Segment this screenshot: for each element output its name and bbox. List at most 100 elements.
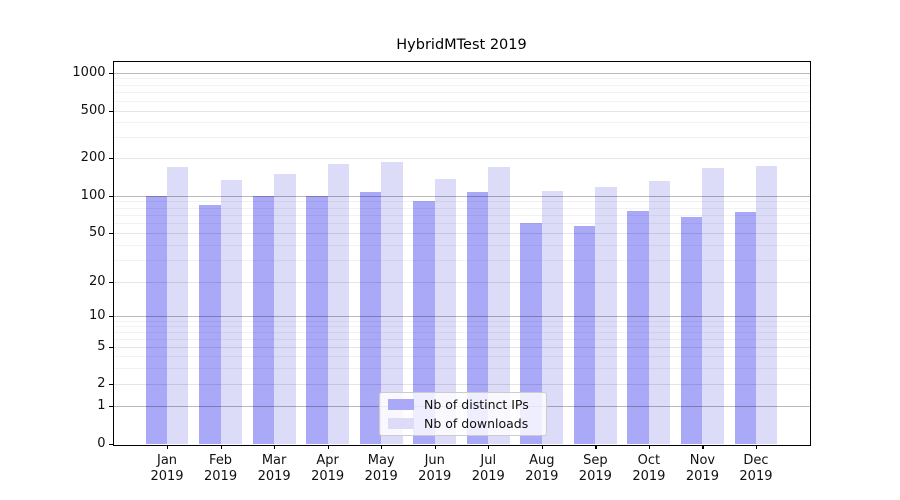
y-tick-200 — [109, 158, 113, 160]
gridline-200 — [113, 158, 810, 160]
y-tick-label-500: 500 — [80, 102, 106, 118]
bar-distinct-ips-dec — [734, 212, 756, 445]
gridline-600 — [113, 100, 810, 102]
bar-downloads-mar — [274, 173, 296, 445]
gridline-40 — [113, 245, 810, 247]
gridline-700 — [113, 92, 810, 94]
y-tick-2 — [109, 384, 113, 386]
x-tick-jul — [488, 444, 490, 449]
bar-downloads-apr — [327, 163, 350, 445]
y-tick-label-20: 20 — [88, 273, 106, 289]
x-tick-label-mar: Mar 2019 — [257, 452, 291, 485]
bar-downloads-nov — [702, 167, 724, 445]
y-tick-label-0: 0 — [97, 436, 106, 452]
x-tick-may — [381, 444, 383, 449]
x-tick-feb — [220, 444, 222, 449]
x-tick-label-jun: Jun 2019 — [418, 452, 452, 485]
bar-downloads-may — [381, 162, 403, 445]
gridline-80 — [113, 207, 810, 209]
legend-item-downloads: Nb of downloads — [380, 416, 546, 431]
gridline-4 — [113, 356, 810, 358]
x-tick-label-jan: Jan 2019 — [150, 452, 184, 485]
y-tick-500 — [109, 110, 113, 112]
bar-downloads-feb — [220, 179, 242, 445]
x-tick-aug — [541, 444, 543, 449]
bar-downloads-sep — [595, 187, 617, 445]
gridline-5 — [113, 347, 810, 349]
gridline-1000 — [113, 72, 810, 74]
legend-swatch-downloads — [388, 417, 414, 429]
x-tick-mar — [274, 444, 276, 449]
gridline-7 — [113, 332, 810, 334]
legend-label-downloads: Nb of downloads — [424, 415, 529, 431]
y-tick-label-1: 1 — [97, 398, 106, 413]
bar-downloads-jan — [167, 167, 189, 445]
x-tick-label-sep: Sep 2019 — [578, 452, 612, 485]
x-tick-label-nov: Nov 2019 — [685, 452, 719, 485]
x-tick-label-dec: Dec 2019 — [739, 452, 773, 485]
gridline-500 — [113, 110, 810, 112]
gridline-800 — [113, 84, 810, 86]
x-tick-apr — [327, 444, 329, 449]
bar-downloads-aug — [541, 191, 564, 445]
bar-distinct-ips-nov — [681, 217, 703, 445]
legend: Nb of distinct IPs Nb of downloads — [379, 392, 547, 436]
gridline-2 — [113, 384, 810, 386]
bar-distinct-ips-feb — [199, 204, 221, 445]
gridline-6 — [113, 339, 810, 341]
bar-downloads-dec — [755, 166, 778, 445]
gridline-90 — [113, 201, 810, 203]
y-tick-label-50: 50 — [88, 225, 106, 241]
chart-title: HybridMTest 2019 — [396, 37, 527, 53]
bar-downloads-jun — [434, 179, 457, 445]
legend-item-distinct-ips: Nb of distinct IPs — [380, 397, 546, 412]
x-tick-label-jul: Jul 2019 — [471, 452, 505, 485]
legend-label-distinct-ips: Nb of distinct IPs — [424, 397, 529, 413]
gridline-8 — [113, 326, 810, 328]
y-tick-1000 — [109, 72, 113, 74]
y-tick-5 — [109, 347, 113, 349]
gridline-9 — [113, 320, 810, 322]
bar-downloads-oct — [648, 181, 671, 445]
gridline-70 — [113, 215, 810, 217]
bar-distinct-ips-aug — [520, 223, 542, 445]
bar-distinct-ips-oct — [627, 210, 649, 445]
y-tick-label-2: 2 — [97, 376, 106, 392]
x-tick-dec — [755, 444, 758, 449]
bar-distinct-ips-sep — [573, 226, 596, 445]
bar-distinct-ips-may — [359, 191, 382, 445]
x-tick-label-oct: Oct 2019 — [632, 452, 666, 485]
x-tick-sep — [595, 444, 597, 449]
x-tick-jun — [434, 444, 436, 449]
legend-swatch-distinct-ips — [388, 399, 414, 411]
gridline-20 — [113, 281, 810, 283]
bar-distinct-ips-jul — [466, 192, 489, 445]
y-tick-1 — [109, 406, 113, 408]
bar-downloads-jul — [488, 167, 510, 445]
x-tick-label-apr: Apr 2019 — [311, 452, 345, 485]
bar-distinct-ips-jun — [413, 200, 435, 445]
x-tick-oct — [648, 444, 651, 449]
x-tick-label-may: May 2019 — [364, 452, 398, 485]
y-tick-0 — [109, 444, 113, 446]
x-tick-label-feb: Feb 2019 — [204, 452, 238, 485]
x-tick-label-aug: Aug 2019 — [525, 452, 559, 485]
x-tick-jan — [167, 444, 169, 449]
gridline-100 — [113, 195, 810, 197]
bar-distinct-ips-apr — [306, 195, 328, 445]
gridline-900 — [113, 78, 810, 80]
bar-distinct-ips-jan — [145, 195, 168, 445]
y-tick-label-5: 5 — [97, 339, 106, 355]
gridline-300 — [113, 137, 810, 139]
gridline-30 — [113, 260, 810, 262]
y-tick-100 — [109, 195, 113, 197]
gridline-3 — [113, 367, 810, 369]
y-tick-50 — [109, 233, 113, 235]
gridline-60 — [113, 223, 810, 225]
y-tick-label-10: 10 — [88, 308, 106, 323]
gridline-50 — [113, 233, 810, 235]
y-tick-20 — [109, 281, 113, 283]
y-tick-label-1000: 1000 — [72, 64, 106, 80]
y-tick-label-100: 100 — [80, 187, 106, 203]
